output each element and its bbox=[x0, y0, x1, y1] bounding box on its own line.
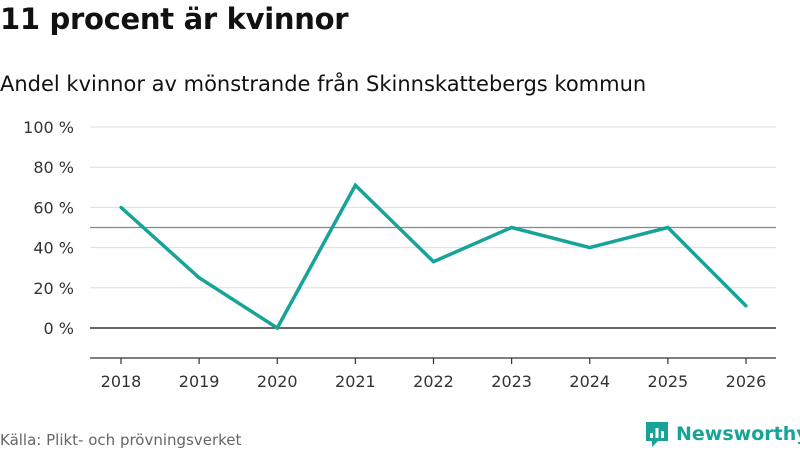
data-point bbox=[431, 260, 436, 264]
data-point bbox=[510, 225, 514, 230]
x-tick-label: 2026 bbox=[726, 372, 767, 391]
chart-title: 11 procent är kvinnor bbox=[0, 2, 349, 36]
source-note: Källa: Plikt- och prövningsverket bbox=[0, 431, 242, 449]
newsworthy-logo-icon bbox=[646, 422, 668, 447]
data-point bbox=[119, 205, 123, 209]
y-tick-label: 80 % bbox=[33, 158, 74, 177]
data-point bbox=[353, 183, 357, 187]
y-tick-label: 40 % bbox=[33, 239, 74, 258]
x-tick-label: 2021 bbox=[335, 372, 376, 391]
data-point bbox=[744, 304, 748, 308]
chart-subtitle: Andel kvinnor av mönstrande från Skinnsk… bbox=[0, 72, 647, 96]
x-tick-label: 2024 bbox=[569, 372, 610, 391]
y-tick-label: 60 % bbox=[33, 198, 74, 217]
x-tick-label: 2025 bbox=[648, 372, 689, 391]
x-tick-label: 2019 bbox=[179, 372, 220, 391]
y-tick-label: 0 % bbox=[44, 319, 74, 338]
x-tick-label: 2023 bbox=[491, 372, 532, 391]
x-tick-label: 2018 bbox=[101, 372, 142, 391]
y-tick-label: 100 % bbox=[23, 118, 74, 137]
series-line bbox=[119, 182, 748, 331]
y-tick-label: 20 % bbox=[33, 279, 74, 298]
x-tick-label: 2022 bbox=[413, 372, 454, 391]
data-point bbox=[197, 276, 201, 280]
line-chart: 0 % 20 % 40 % 60 % 80 % 100 % 2018 2019 2020 2021… bbox=[23, 118, 776, 391]
data-point bbox=[666, 225, 670, 230]
brand-name: Newsworthy bbox=[676, 423, 800, 445]
data-point bbox=[588, 246, 592, 250]
brand-logo[interactable]: Newsworthy bbox=[644, 420, 800, 448]
x-tick-label: 2020 bbox=[257, 372, 298, 391]
data-point bbox=[275, 326, 279, 330]
